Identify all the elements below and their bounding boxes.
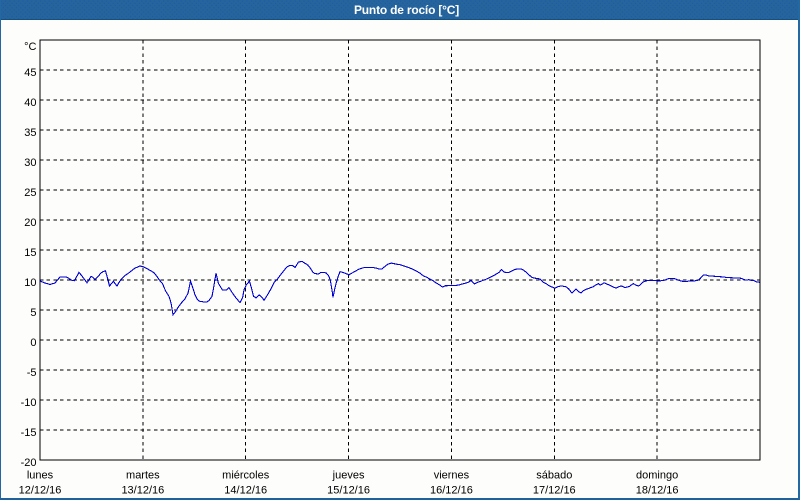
svg-text:sábado: sábado [536,470,572,482]
svg-text:16/12/16: 16/12/16 [430,485,473,497]
svg-text:20: 20 [24,217,36,229]
svg-text:5: 5 [30,307,36,319]
svg-text:13/12/16: 13/12/16 [121,485,164,497]
svg-text:-5: -5 [27,367,37,379]
svg-text:0: 0 [30,337,36,349]
svg-text:25: 25 [24,187,36,199]
svg-text:jueves: jueves [332,470,365,482]
svg-text:-20: -20 [21,457,37,469]
svg-text:domingo: domingo [636,470,678,482]
svg-text:miércoles: miércoles [222,470,270,482]
svg-text:14/12/16: 14/12/16 [224,485,267,497]
svg-text:10: 10 [24,277,36,289]
svg-text:°C: °C [24,41,36,53]
svg-text:martes: martes [126,470,160,482]
svg-text:30: 30 [24,157,36,169]
svg-text:-15: -15 [21,427,37,439]
svg-text:15: 15 [24,247,36,259]
svg-text:-10: -10 [21,397,37,409]
svg-text:45: 45 [24,67,36,79]
svg-text:12/12/16: 12/12/16 [19,485,62,497]
svg-text:35: 35 [24,127,36,139]
svg-text:40: 40 [24,97,36,109]
svg-text:18/12/16: 18/12/16 [636,485,679,497]
svg-text:17/12/16: 17/12/16 [533,485,576,497]
svg-text:lunes: lunes [27,470,54,482]
svg-text:viernes: viernes [434,470,470,482]
svg-text:15/12/16: 15/12/16 [327,485,370,497]
